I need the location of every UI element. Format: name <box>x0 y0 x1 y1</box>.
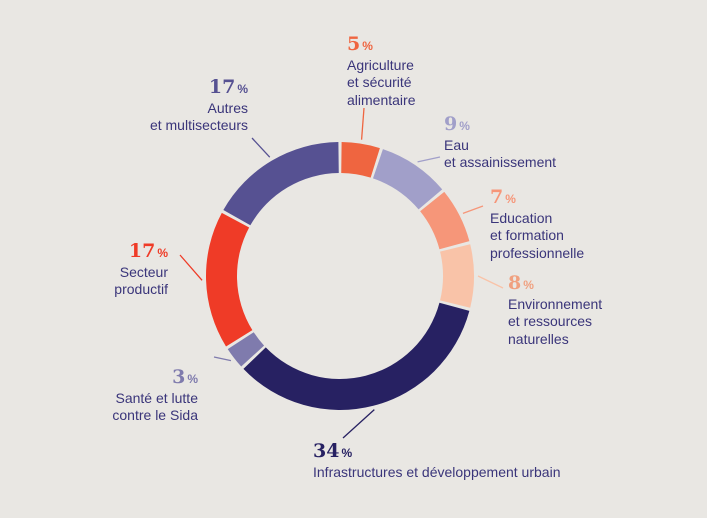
slice-label-line: Infrastructures et développement urbain <box>313 463 561 480</box>
slice-percent-1: 9% <box>444 113 556 137</box>
slice-label-2: 7% Education et formation professionnelle <box>490 186 584 262</box>
slice-label-line: naturelles <box>508 330 569 347</box>
slice-percent-7: 17% <box>150 76 248 100</box>
slice-label-line: Santé et lutte <box>115 389 198 406</box>
slice-label-4: 34% Infrastructures et développement urba… <box>313 440 560 481</box>
slice-value-1: 9 <box>444 113 458 135</box>
slice-value-7: 17 <box>208 76 236 98</box>
slice-value-6: 17 <box>128 240 156 262</box>
slice-value-2: 7 <box>490 186 504 208</box>
slice-label-0: 5% Agriculture et sécurité alimentaire <box>347 33 415 109</box>
donut-slice-7 <box>223 142 339 226</box>
donut-slice-4 <box>243 302 470 410</box>
slice-unit-3: % <box>523 278 534 292</box>
slice-label-line: Education <box>490 209 553 226</box>
slice-label-1: 9% Eau et assainissement <box>444 113 556 172</box>
slice-label-line: et ressources <box>508 313 593 330</box>
donut-slice-1 <box>373 149 443 210</box>
leader-line-3 <box>477 275 504 289</box>
leader-line-4 <box>342 409 375 439</box>
slice-value-3: 8 <box>508 272 522 294</box>
slice-label-line: et formation <box>490 227 564 244</box>
slice-unit-7: % <box>237 82 248 96</box>
leader-line-5 <box>213 356 232 362</box>
slice-label-line: alimentaire <box>347 91 416 108</box>
slice-label-line: et multisecteurs <box>149 117 248 134</box>
slice-percent-4: 34% <box>313 440 560 464</box>
slice-label-6: 17% Secteur productif <box>114 240 168 299</box>
slice-unit-1: % <box>459 119 470 133</box>
slice-unit-0: % <box>362 39 373 53</box>
donut-slice-6 <box>206 212 253 347</box>
donut-slice-0 <box>341 142 380 178</box>
slice-unit-6: % <box>157 246 168 260</box>
slice-label-line: Autres <box>207 99 248 116</box>
leader-line-0 <box>360 107 365 140</box>
slice-label-line: Environnement <box>508 295 603 312</box>
slice-percent-3: 8% <box>508 272 602 296</box>
slice-label-line: et sécurité <box>347 74 412 91</box>
slice-label-line: professionnelle <box>490 244 585 261</box>
donut-slice-2 <box>420 191 470 250</box>
slice-label-line: contre le Sida <box>112 407 198 424</box>
slice-label-3: 8% Environnement et ressources naturelles <box>508 272 602 348</box>
slice-value-0: 5 <box>347 33 361 55</box>
leader-line-2 <box>462 205 484 214</box>
slice-label-5: 3% Santé et lutte contre le Sida <box>112 366 198 425</box>
slice-label-line: Agriculture <box>347 56 414 73</box>
slice-label-line: Secteur <box>119 263 168 280</box>
slice-label-7: 17% Autres et multisecteurs <box>150 76 248 135</box>
slice-label-line: et assainissement <box>444 154 557 171</box>
slice-percent-6: 17% <box>114 240 168 264</box>
slice-percent-5: 3% <box>112 366 198 390</box>
donut-slice-3 <box>440 244 474 308</box>
leader-line-1 <box>417 156 441 163</box>
slice-unit-2: % <box>505 192 516 206</box>
slice-unit-4: % <box>341 446 353 460</box>
slice-label-line: Eau <box>444 136 469 153</box>
leader-line-6 <box>179 254 203 281</box>
slice-unit-5: % <box>187 372 198 386</box>
slice-percent-2: 7% <box>490 186 584 210</box>
slice-label-line: productif <box>114 281 168 298</box>
donut-slice-5 <box>227 332 265 367</box>
slice-value-4: 34 <box>313 440 340 462</box>
slice-value-5: 3 <box>172 366 186 388</box>
leader-line-7 <box>251 137 271 158</box>
slice-percent-0: 5% <box>347 33 415 57</box>
